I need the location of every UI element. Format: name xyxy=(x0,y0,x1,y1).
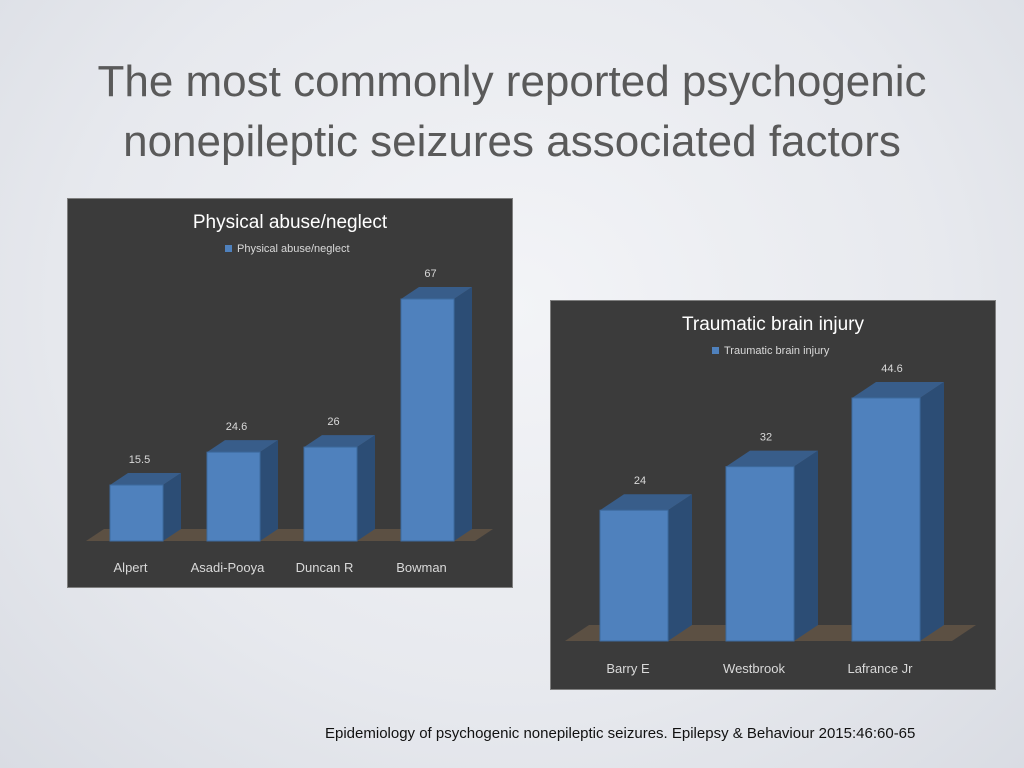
traumatic-brain-injury-category-label: Lafrance Jr xyxy=(847,661,913,676)
traumatic-brain-injury-legend-swatch xyxy=(712,347,719,354)
physical-abuse-bar xyxy=(206,451,261,542)
traumatic-brain-injury-bar xyxy=(599,509,669,642)
physical-abuse-bar-top xyxy=(207,440,278,453)
physical-abuse-chart-title: Physical abuse/neglect xyxy=(193,212,388,233)
physical-abuse-bar-side xyxy=(357,435,375,541)
slide-title-line-1: The most commonly reported psychogenic xyxy=(97,57,927,106)
physical-abuse-bar-top xyxy=(304,435,375,448)
traumatic-brain-injury-bar-top xyxy=(726,450,818,467)
traumatic-brain-injury-data-label: 32 xyxy=(760,432,772,444)
citation: Epidemiology of psychogenic nonepileptic… xyxy=(325,725,916,742)
physical-abuse-bar xyxy=(109,484,164,542)
physical-abuse-category-label: Asadi-Pooya xyxy=(191,560,265,575)
physical-abuse-bar-top xyxy=(401,287,472,299)
physical-abuse-legend-label: Physical abuse/neglect xyxy=(237,243,350,255)
traumatic-brain-injury-legend-label: Traumatic brain injury xyxy=(724,345,830,357)
physical-abuse-bar-side xyxy=(260,440,278,541)
physical-abuse-category-label: Duncan R xyxy=(296,560,354,575)
traumatic-brain-injury-chart-svg: Traumatic brain injury Traumatic brain in… xyxy=(565,314,976,676)
slide-title: The most commonly reported psychogenic n… xyxy=(0,52,1024,172)
physical-abuse-chart: Physical abuse/neglect Physical abuse/neg… xyxy=(67,198,513,588)
physical-abuse-category-label: Alpert xyxy=(114,560,148,575)
physical-abuse-legend-swatch xyxy=(225,245,232,252)
traumatic-brain-injury-chart-title: Traumatic brain injury xyxy=(682,314,864,335)
traumatic-brain-injury-bar-top xyxy=(600,494,692,511)
traumatic-brain-injury-chart: Traumatic brain injury Traumatic brain in… xyxy=(550,300,996,690)
traumatic-brain-injury-data-label: 44.6 xyxy=(881,363,902,375)
traumatic-brain-injury-bar-side xyxy=(794,450,818,641)
physical-abuse-bar-side xyxy=(163,473,181,541)
traumatic-brain-injury-category-label: Barry E xyxy=(606,661,650,676)
traumatic-brain-injury-data-label: 24 xyxy=(634,475,646,487)
physical-abuse-data-label: 15.5 xyxy=(129,454,150,466)
physical-abuse-bar xyxy=(303,446,358,542)
traumatic-brain-injury-category-label: Westbrook xyxy=(723,661,785,676)
slide-title-line-2: nonepileptic seizures associated factors xyxy=(123,117,901,166)
traumatic-brain-injury-bar-top xyxy=(852,382,944,398)
physical-abuse-category-label: Bowman xyxy=(396,560,447,575)
physical-abuse-bar xyxy=(400,298,455,542)
physical-abuse-chart-svg: Physical abuse/neglect Physical abuse/neg… xyxy=(86,212,493,575)
physical-abuse-data-label: 26 xyxy=(327,416,339,428)
physical-abuse-bar-top xyxy=(110,473,181,486)
physical-abuse-data-label: 67 xyxy=(424,268,436,280)
physical-abuse-floor xyxy=(86,529,493,541)
traumatic-brain-injury-bar-side xyxy=(668,494,692,641)
physical-abuse-data-label: 24.6 xyxy=(226,421,247,433)
traumatic-brain-injury-bar-side xyxy=(920,382,944,641)
physical-abuse-bar-side xyxy=(454,287,472,541)
traumatic-brain-injury-bar xyxy=(725,466,795,642)
traumatic-brain-injury-bar xyxy=(851,397,921,642)
